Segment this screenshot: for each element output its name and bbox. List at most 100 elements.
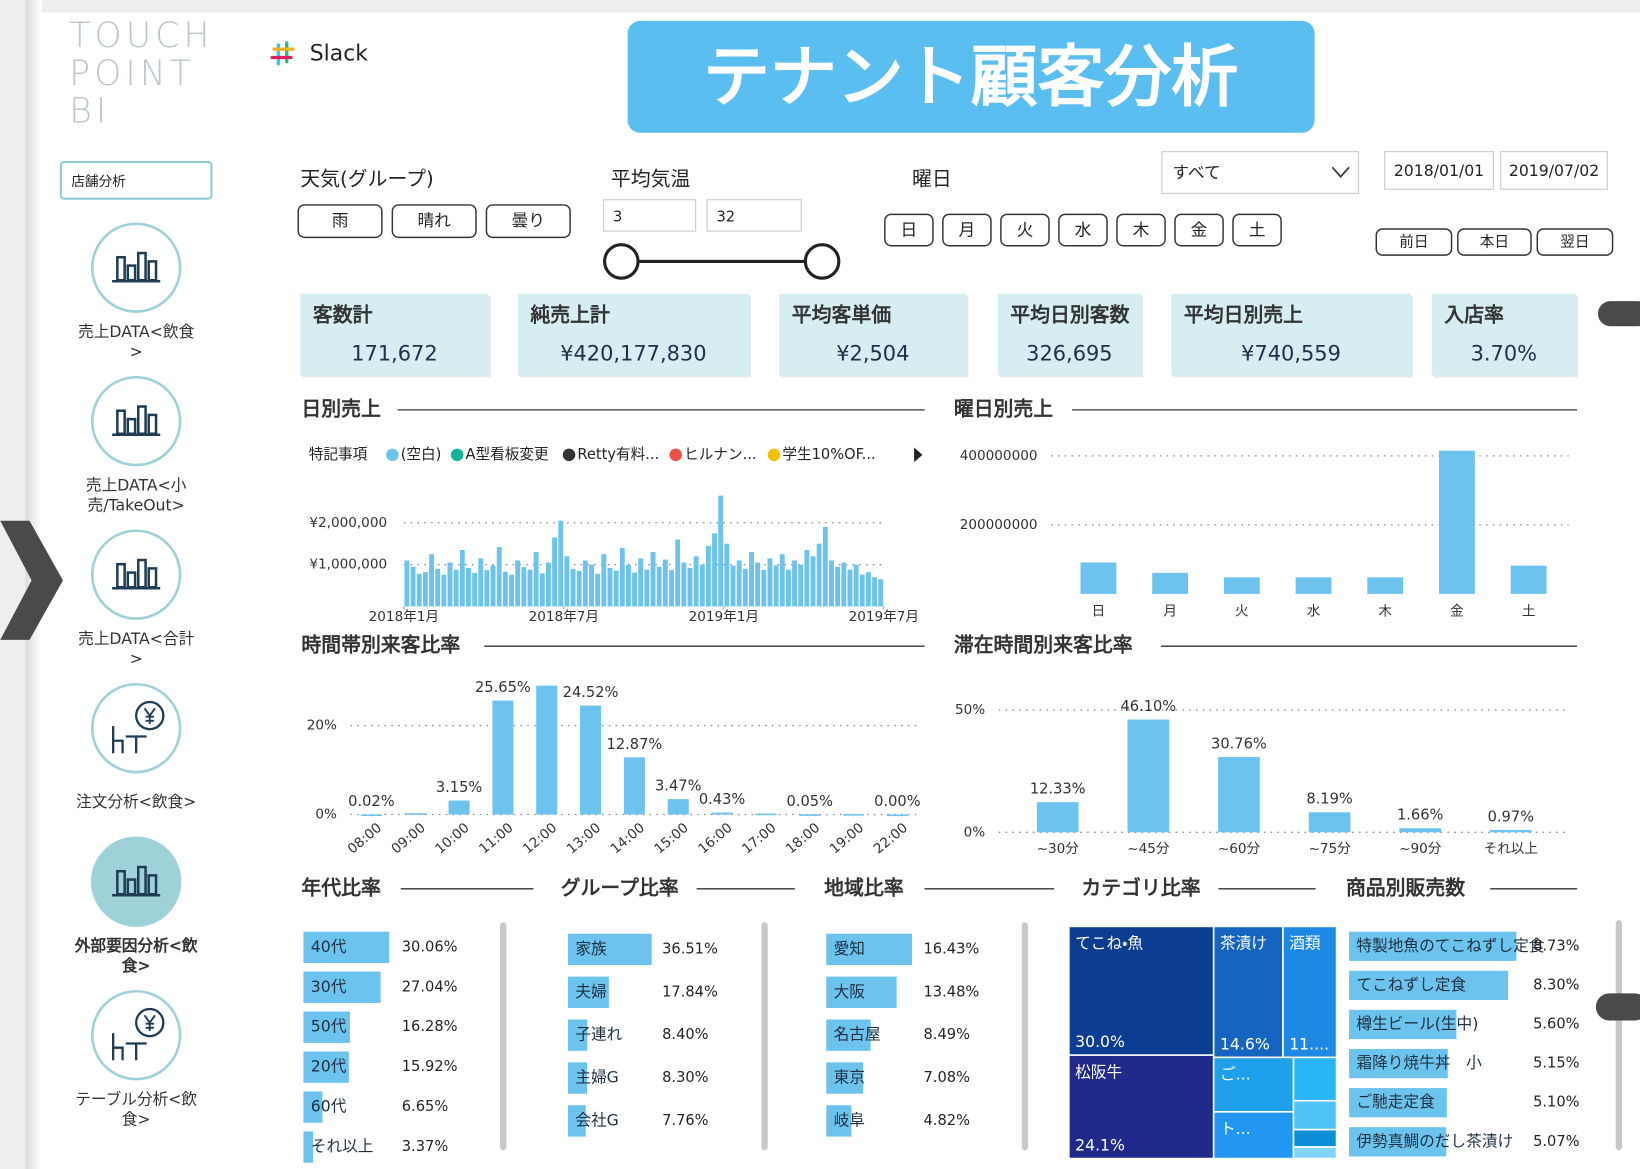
bar [303, 931, 390, 964]
category-label: 30代 [311, 977, 347, 996]
treemap-value: 24.1% [1075, 1135, 1125, 1154]
legend-label[interactable]: (空白) [401, 446, 442, 463]
side-tab[interactable] [1597, 301, 1640, 327]
weather-button[interactable] [391, 204, 477, 239]
bar [490, 565, 496, 607]
slider-handle[interactable] [603, 243, 640, 280]
x-tick-label: ~90分 [1399, 841, 1442, 857]
weekday-button[interactable] [1000, 213, 1050, 247]
kpi-card [1171, 293, 1411, 376]
kpi-value: 171,672 [351, 341, 437, 365]
treemap-cell [1212, 925, 1284, 1059]
bar [755, 562, 761, 607]
bar [826, 933, 913, 966]
data-label: 12.87% [607, 736, 663, 753]
weekday-button[interactable] [1058, 213, 1108, 247]
day-nav-button[interactable] [1375, 228, 1453, 256]
chart-title: カテゴリ比率 [1081, 876, 1200, 899]
treemap-cell [1292, 1146, 1338, 1160]
data-label: 0.97% [1488, 808, 1535, 825]
x-tick-label: ~75分 [1308, 841, 1351, 857]
date-field[interactable] [1384, 150, 1495, 190]
bar [613, 570, 619, 607]
weather-button[interactable] [297, 204, 383, 239]
data-label: 24.52% [563, 684, 619, 701]
bar [595, 573, 601, 607]
weather-button[interactable] [485, 204, 571, 239]
bar [656, 566, 662, 607]
scrollbar[interactable] [500, 922, 507, 1151]
banner-title: テナント顧客分析 [703, 38, 1238, 116]
x-tick-label: ~60分 [1218, 841, 1261, 857]
legend-label[interactable]: ヒルナン... [684, 446, 756, 463]
bar [724, 543, 730, 607]
chart-title: 地域比率 [824, 876, 904, 899]
bar [667, 799, 689, 815]
weekday-button[interactable] [1174, 213, 1224, 247]
legend-label[interactable]: A型看板変更 [466, 446, 550, 463]
temp-min-field[interactable] [602, 199, 697, 232]
treemap-value: 11.... [1289, 1034, 1329, 1053]
bar [601, 554, 607, 607]
data-label: 16.43% [924, 940, 980, 957]
scrollbar[interactable] [1615, 920, 1622, 1151]
bar [1349, 1009, 1457, 1040]
filter-title: 天気(グループ) [300, 167, 433, 190]
nav-icon[interactable] [90, 682, 182, 774]
bar [539, 573, 545, 607]
temp-max: 32 [716, 208, 735, 225]
y-tick-label: 0% [315, 807, 337, 823]
bar [580, 705, 602, 815]
bar [699, 564, 705, 607]
bar [536, 685, 558, 815]
bar [687, 567, 693, 607]
data-label: 6.65% [402, 1098, 449, 1115]
weekday-button[interactable] [1232, 213, 1282, 247]
nav-label: 食> [122, 956, 151, 975]
bar [826, 976, 897, 1008]
bar [681, 562, 687, 607]
legend-swatch [562, 448, 576, 462]
weekday-button[interactable] [884, 213, 934, 247]
nav-icon[interactable] [90, 989, 182, 1081]
icon-table [112, 726, 147, 754]
bar [693, 556, 699, 607]
bar [1223, 577, 1260, 594]
slider-handle[interactable] [803, 243, 841, 280]
legend-next[interactable] [914, 447, 923, 463]
scrollbar[interactable] [1021, 922, 1029, 1151]
filter-title: 曜日 [912, 167, 952, 190]
date-field[interactable] [1500, 150, 1608, 190]
kpi-label: 入店率 [1443, 303, 1504, 326]
treemap-cell [1292, 1056, 1338, 1102]
bar [826, 1019, 871, 1051]
x-tick-label: 2018年7月 [529, 609, 599, 625]
treemap-value: 14.6% [1220, 1034, 1270, 1053]
data-label: 4.82% [924, 1112, 971, 1129]
bar [675, 539, 681, 607]
day-nav-button[interactable] [1457, 228, 1532, 256]
legend-label[interactable]: Retty有料... [577, 446, 659, 463]
bar [1349, 1127, 1447, 1157]
weekday-button[interactable] [1116, 213, 1166, 247]
day-nav-button[interactable] [1536, 228, 1614, 256]
bar [843, 814, 865, 816]
scrollbar[interactable] [761, 922, 768, 1151]
bar [404, 813, 426, 815]
bar [761, 570, 767, 607]
logo-line: BI [69, 91, 110, 131]
data-label: 8.30% [1533, 976, 1580, 993]
weekday-button[interactable] [942, 213, 992, 247]
x-tick-label: 月 [1163, 604, 1177, 620]
icon-coin [135, 700, 165, 731]
data-label: 7.76% [662, 1112, 709, 1129]
weekday-select[interactable] [1161, 150, 1360, 195]
bar [755, 813, 777, 816]
bar [1152, 572, 1189, 594]
side-tab[interactable] [1595, 993, 1640, 1021]
temp-max-field[interactable] [706, 199, 802, 232]
store-dropdown[interactable] [59, 161, 213, 200]
data-label: 7.08% [924, 1069, 971, 1086]
legend-label[interactable]: 学生10%OF... [782, 446, 875, 463]
